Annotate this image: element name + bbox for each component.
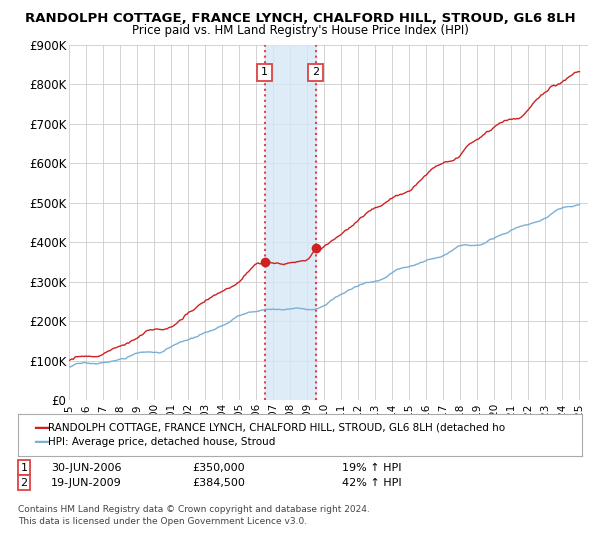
Text: HPI: Average price, detached house, Stroud: HPI: Average price, detached house, Stro…	[48, 437, 275, 447]
Text: 42% ↑ HPI: 42% ↑ HPI	[342, 478, 401, 488]
Text: £384,500: £384,500	[192, 478, 245, 488]
Text: Price paid vs. HM Land Registry's House Price Index (HPI): Price paid vs. HM Land Registry's House …	[131, 24, 469, 37]
Text: £350,000: £350,000	[192, 463, 245, 473]
Text: This data is licensed under the Open Government Licence v3.0.: This data is licensed under the Open Gov…	[18, 517, 307, 526]
Bar	[265, 45, 316, 400]
Text: RANDOLPH COTTAGE, FRANCE LYNCH, CHALFORD HILL, STROUD, GL6 8LH (detached ho: RANDOLPH COTTAGE, FRANCE LYNCH, CHALFORD…	[48, 423, 505, 433]
Text: Contains HM Land Registry data © Crown copyright and database right 2024.: Contains HM Land Registry data © Crown c…	[18, 505, 370, 514]
Text: 1: 1	[20, 463, 28, 473]
Text: —: —	[33, 433, 50, 451]
Text: —: —	[33, 419, 50, 437]
Text: 2: 2	[312, 67, 319, 77]
Text: 1: 1	[261, 67, 268, 77]
Text: 19-JUN-2009: 19-JUN-2009	[51, 478, 122, 488]
Text: 19% ↑ HPI: 19% ↑ HPI	[342, 463, 401, 473]
Text: 30-JUN-2006: 30-JUN-2006	[51, 463, 121, 473]
Text: 2: 2	[20, 478, 28, 488]
Text: RANDOLPH COTTAGE, FRANCE LYNCH, CHALFORD HILL, STROUD, GL6 8LH: RANDOLPH COTTAGE, FRANCE LYNCH, CHALFORD…	[25, 12, 575, 25]
